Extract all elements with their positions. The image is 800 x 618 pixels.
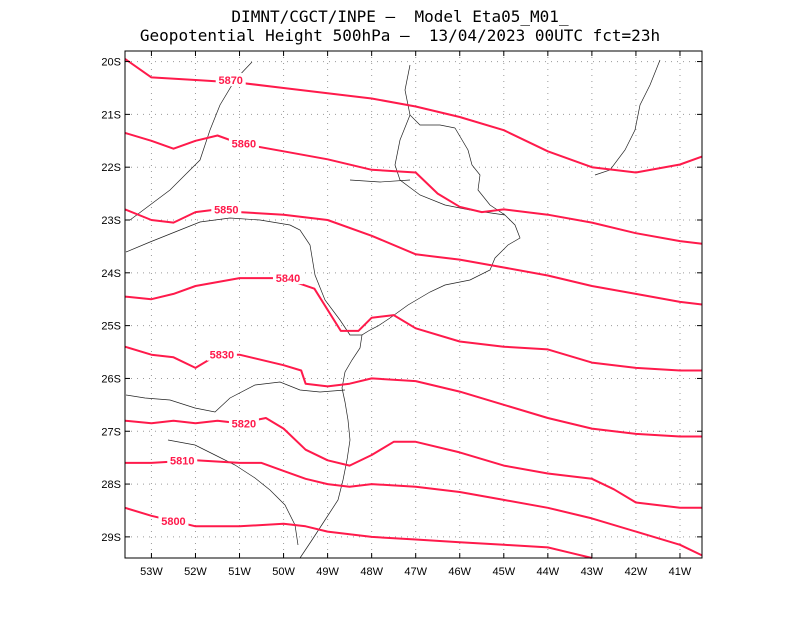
- axis-ticks: 53W 52W 51W 50W 49W 48W 47W 46W 45W 44W 43W 42W 41W 2…: [101, 51, 702, 578]
- coastline-and-borders: [125, 59, 661, 559]
- lat-tick-label: 20S: [101, 57, 121, 69]
- lon-tick-label: 48W: [360, 566, 383, 578]
- contour-line-5840: [124, 277, 702, 372]
- contour-label-5810: 5810: [170, 455, 194, 467]
- lon-tick-label: 50W: [272, 566, 295, 578]
- contour-label-bg: [215, 73, 246, 87]
- state-border: [594, 59, 661, 176]
- contour-line-5800: [124, 506, 593, 559]
- contour-label-bg: [228, 136, 259, 150]
- contour-line-5820: [124, 417, 702, 509]
- contours: [124, 58, 703, 559]
- lon-tick-label: 47W: [404, 566, 427, 578]
- lon-tick-label: 42W: [625, 566, 648, 578]
- contour-line-5810: [125, 459, 703, 557]
- state-border: [167, 439, 299, 546]
- contour-label-5860: 5860: [232, 138, 256, 150]
- map-title-line1: DIMNT/CGCT/INPE — Model Eta05_M01_: [231, 7, 569, 26]
- lat-tick-label: 25S: [101, 321, 121, 333]
- state-border: [125, 217, 362, 336]
- lat-tick-label: 28S: [101, 479, 121, 491]
- contour-label-5830: 5830: [210, 350, 234, 362]
- state-border: [404, 64, 456, 129]
- lon-tick-label: 53W: [140, 566, 163, 578]
- contour-line-5850: [124, 208, 703, 306]
- lon-tick-label: 52W: [184, 566, 207, 578]
- lat-tick-label: 23S: [101, 215, 121, 227]
- lon-tick-label: 51W: [228, 566, 251, 578]
- contour-label-5820: 5820: [232, 418, 256, 430]
- lon-tick-label: 44W: [537, 566, 560, 578]
- lat-tick-label: 22S: [101, 162, 121, 174]
- contour-label-bg: [167, 453, 198, 467]
- map-frame: [124, 50, 703, 559]
- lat-tick-label: 26S: [101, 373, 121, 385]
- coastline: [299, 127, 521, 559]
- contour-line-5860: [124, 131, 703, 245]
- lat-tick-label: 24S: [101, 268, 121, 280]
- lon-tick-label: 41W: [669, 566, 692, 578]
- map-title-line2: Geopotential Height 500hPa — 13/04/2023 …: [139, 26, 661, 45]
- contour-label-5870: 5870: [218, 75, 242, 87]
- lon-tick-label: 43W: [581, 566, 604, 578]
- contour-label-bg: [272, 271, 303, 285]
- state-border: [349, 179, 411, 183]
- lon-tick-label: 46W: [448, 566, 471, 578]
- lon-tick-label: 49W: [316, 566, 339, 578]
- lat-tick-label: 29S: [101, 532, 121, 544]
- contour-label-5840: 5840: [276, 273, 300, 285]
- lat-tick-label: 27S: [101, 426, 121, 438]
- contour-label-bg: [228, 416, 259, 430]
- state-border: [129, 61, 253, 221]
- lon-tick-label: 45W: [492, 566, 515, 578]
- state-border: [125, 381, 346, 413]
- contour-label-5850: 5850: [214, 204, 238, 216]
- contour-label-bg: [206, 347, 237, 361]
- contour-line-5870: [124, 58, 703, 174]
- contour-label-5800: 5800: [161, 516, 185, 528]
- contour-label-bg: [211, 202, 242, 216]
- contour-labels: 5870 5860 5850 5840 5830 5820 5810 5800: [158, 73, 303, 528]
- contour-label-bg: [158, 514, 189, 528]
- lat-tick-label: 21S: [101, 109, 121, 121]
- contour-line-5830: [124, 345, 702, 438]
